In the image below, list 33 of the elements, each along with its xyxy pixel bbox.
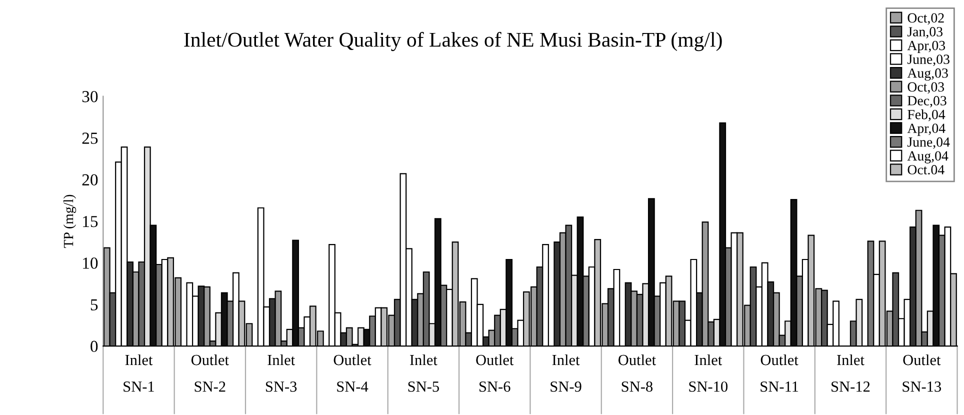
x-tick-label: Outlet SN-8	[618, 354, 656, 392]
y-tick-label: 5	[90, 299, 98, 310]
x-tick-label: Inlet SN-12	[832, 354, 870, 392]
x-tick-label: Inlet SN-1	[124, 354, 154, 392]
x-tick-label: Outlet SN-6	[476, 354, 514, 392]
y-tick-label: 30	[82, 90, 98, 102]
x-tick-label: Outlet SN-13	[902, 354, 942, 392]
y-tick-label: 0	[90, 340, 98, 352]
legend-label: Jan,03	[907, 27, 943, 38]
x-tick-label: Outlet SN-4	[334, 354, 372, 392]
legend-label: June,04	[907, 137, 950, 149]
legend-label: Apr,03	[907, 40, 946, 54]
x-tick-label: Inlet SN-3	[266, 354, 297, 392]
x-tick-label: Outlet SN-2	[191, 354, 229, 392]
legend-label: Oct,02	[908, 13, 944, 25]
y-tick-label: 25	[82, 132, 98, 144]
y-tick-label: 15	[83, 216, 98, 228]
legend-label: Aug,03	[907, 68, 948, 81]
y-axis-title: TP (mg/l)	[63, 194, 76, 248]
chart-title: Inlet/Outlet Water Quality of Lakes of NE Musi Basin-TP (mg/l)	[184, 32, 722, 52]
x-tick-label: Inlet SN-5	[408, 354, 439, 392]
legend-label: Aug,04	[907, 151, 948, 164]
x-tick-label: Inlet SN-10	[689, 354, 728, 392]
legend-label: Apr,04	[907, 124, 946, 136]
y-tick-label: 20	[82, 174, 98, 186]
legend-label: Dec,03	[908, 96, 946, 108]
x-tick-label: Inlet SN-9	[550, 354, 582, 392]
legend-label: Oct.04	[908, 165, 944, 174]
x-tick-label: Outlet SN-11	[760, 354, 798, 392]
legend-label: Oct,03	[908, 82, 944, 94]
legend-label: June,03	[907, 54, 950, 66]
y-tick-label: 10	[83, 258, 98, 269]
legend-label: Feb,04	[908, 109, 946, 122]
